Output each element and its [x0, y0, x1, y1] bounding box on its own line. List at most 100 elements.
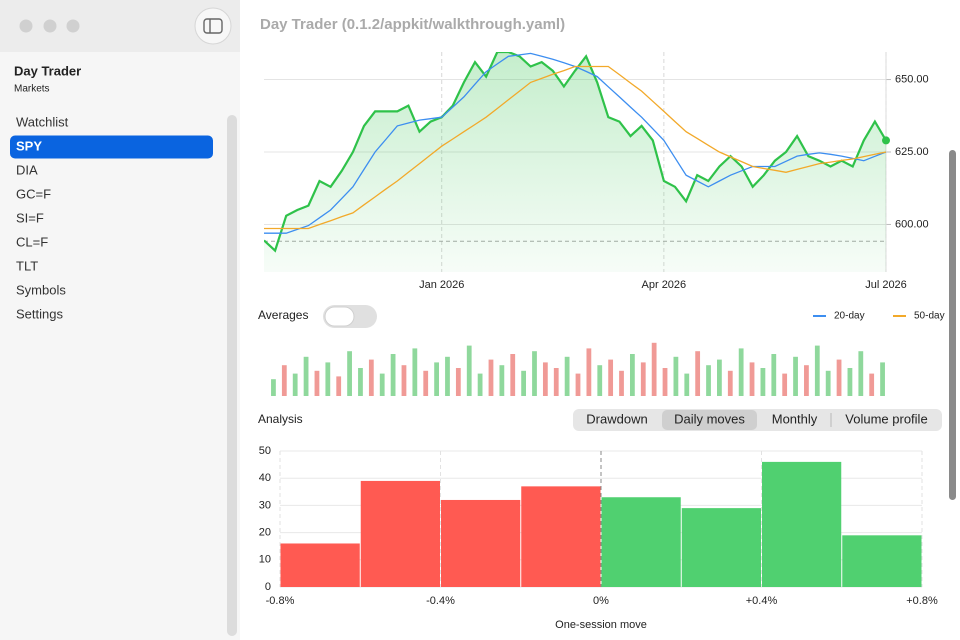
- plot: [264, 52, 887, 272]
- volume-bar: [466, 345, 472, 396]
- sidebar-item[interactable]: Symbols: [16, 282, 66, 297]
- volume-bar: [608, 359, 614, 396]
- sidebar-item[interactable]: SI=F: [16, 210, 44, 225]
- volume-bar: [379, 373, 385, 396]
- sidebar-item[interactable]: TLT: [16, 258, 38, 273]
- volume-bar: [738, 348, 744, 396]
- y-tick-label: 625.00: [895, 146, 929, 158]
- averages-toggle[interactable]: [323, 305, 377, 328]
- sidebar-item[interactable]: DIA: [16, 162, 38, 177]
- minimize-button[interactable]: [43, 19, 57, 33]
- volume-bar: [814, 345, 820, 396]
- volume-bar: [640, 362, 646, 396]
- x-axis-label: One-session move: [555, 619, 647, 631]
- x-tick-label: +0.4%: [746, 595, 778, 607]
- volume-bar: [542, 362, 548, 396]
- volume-bar: [455, 368, 461, 396]
- volume-bar: [880, 362, 885, 396]
- close-button[interactable]: [19, 19, 33, 33]
- section-name: Markets: [14, 84, 50, 95]
- volume-bar: [271, 379, 276, 396]
- y-tick-label: 50: [259, 445, 271, 457]
- volume-bar: [314, 370, 320, 396]
- y-tick-label: 650.00: [895, 73, 929, 85]
- volume-bar: [782, 373, 788, 396]
- volume-bar: [281, 365, 287, 396]
- sidebar-item[interactable]: SPY: [16, 138, 42, 153]
- volume-bar: [847, 368, 853, 396]
- volume-bar: [423, 370, 429, 396]
- histogram-bar: [601, 497, 681, 587]
- volume-bar: [869, 373, 875, 396]
- volume-bar: [499, 365, 505, 396]
- volume-bar: [347, 351, 352, 396]
- volume-bar: [586, 348, 592, 396]
- volume-bar: [760, 368, 766, 396]
- sidebar-scrollbar: [227, 115, 237, 636]
- volume-bar: [325, 362, 331, 396]
- volume-bar: [336, 376, 342, 396]
- segment[interactable]: Drawdown: [586, 411, 647, 426]
- sidebar: [0, 0, 240, 640]
- volume-bar: [445, 356, 450, 396]
- end-marker: [882, 136, 890, 145]
- x-tick-label: Apr 2026: [642, 279, 687, 291]
- y-tick-label: 600.00: [895, 218, 929, 230]
- y-tick-label: 10: [259, 554, 271, 566]
- volume-bar: [619, 370, 624, 396]
- volume-bar: [368, 359, 374, 396]
- volume-bar: [575, 373, 581, 396]
- volume-bar: [358, 368, 363, 396]
- histogram-bar: [441, 499, 521, 587]
- sidebar-item[interactable]: Settings: [16, 306, 63, 321]
- x-tick-label: +0.8%: [906, 595, 938, 607]
- volume-bar: [662, 368, 668, 396]
- volume-bar: [651, 342, 657, 396]
- histogram-bar: [762, 461, 842, 587]
- histogram-bar: [842, 535, 922, 587]
- sidebar-item[interactable]: GC=F: [16, 186, 51, 201]
- legend-label: 50-day: [914, 311, 945, 322]
- volume-bar: [401, 365, 407, 396]
- selected-highlight: [10, 135, 213, 159]
- histogram-bar: [681, 508, 761, 587]
- line: [264, 52, 887, 253]
- volume-bar: [434, 362, 439, 396]
- toggle-knob[interactable]: [324, 306, 355, 327]
- sidebar-item[interactable]: Watchlist: [16, 114, 69, 129]
- y-tick-label: 40: [259, 472, 271, 484]
- volume-bar: [521, 370, 527, 396]
- volume-bar: [804, 365, 809, 396]
- volume-bar: [292, 373, 298, 396]
- x-tick-label: -0.4%: [426, 595, 455, 607]
- sidebar-toggle[interactable]: [194, 7, 232, 45]
- volume-bar: [695, 351, 701, 396]
- volume-bar: [749, 362, 755, 396]
- x-tick-label: Jul 2026: [865, 279, 907, 291]
- volume-bar: [488, 359, 494, 396]
- x-tick-label: Jan 2026: [419, 279, 464, 291]
- volume-bar: [629, 354, 635, 396]
- volume-bar: [303, 356, 309, 396]
- volume-bar: [717, 359, 722, 396]
- app-name: Day Trader: [14, 63, 81, 78]
- toggle-label: Averages: [258, 308, 308, 322]
- y-tick-label: 20: [259, 527, 271, 539]
- volume-bar: [793, 356, 798, 396]
- y-tick-label: 0: [265, 581, 271, 593]
- volume-bar: [771, 354, 777, 396]
- volume-bar: [597, 365, 603, 396]
- volume-bar: [477, 373, 483, 396]
- x-tick-label: -0.8%: [266, 595, 295, 607]
- histogram-bar: [521, 486, 601, 587]
- analysis-label: Analysis: [258, 412, 303, 426]
- zoom-button[interactable]: [66, 19, 80, 33]
- volume-bar: [684, 373, 690, 396]
- segment[interactable]: Volume profile: [845, 411, 927, 426]
- sidebar-item[interactable]: CL=F: [16, 234, 48, 249]
- segment[interactable]: Daily moves: [674, 411, 745, 426]
- x-tick-label: 0%: [593, 595, 609, 607]
- y-tick-label: 30: [259, 499, 271, 511]
- segment[interactable]: Monthly: [772, 411, 818, 426]
